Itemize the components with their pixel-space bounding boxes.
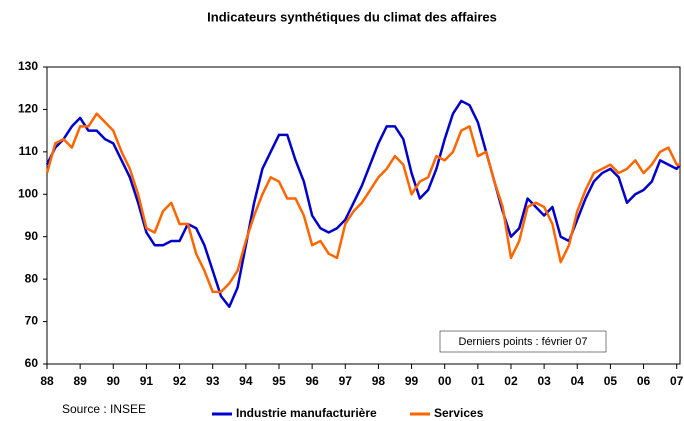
x-tick-label: 92 <box>173 374 187 388</box>
x-tick-label: 06 <box>637 374 651 388</box>
x-tick-label: 05 <box>604 374 618 388</box>
x-tick-label: 89 <box>73 374 87 388</box>
annotation: Derniers points : février 07 <box>459 336 588 348</box>
x-tick-label: 00 <box>438 374 452 388</box>
x-tick-label: 02 <box>504 374 518 388</box>
x-tick-label: 07 <box>670 374 684 388</box>
y-tick-label: 80 <box>25 271 39 285</box>
x-tick-label: 03 <box>537 374 551 388</box>
annotation-box <box>439 330 607 353</box>
x-tick-label: 94 <box>239 374 253 388</box>
x-tick-label: 99 <box>405 374 419 388</box>
legend-label: Industrie manufacturière <box>236 406 377 420</box>
plot-frame <box>46 66 681 365</box>
y-tick-label: 110 <box>19 144 39 158</box>
x-tick-label: 88 <box>40 374 54 388</box>
y-tick-label: 90 <box>25 229 39 243</box>
x-tick-label: 93 <box>206 374 220 388</box>
source: Source : INSEE <box>62 402 146 416</box>
x-tick-label: 96 <box>305 374 319 388</box>
series-line <box>45 112 680 294</box>
x-tick-label: 01 <box>471 374 485 388</box>
x-tick-label: 95 <box>272 374 286 388</box>
x-tick-label: 91 <box>140 374 154 388</box>
x-tick-label: 98 <box>372 374 386 388</box>
x-tick-label: 90 <box>107 374 121 388</box>
x-tick-label: 04 <box>571 374 585 388</box>
series-line <box>45 99 681 308</box>
y-tick-label: 100 <box>18 186 38 200</box>
x-tick-label: 97 <box>339 374 353 388</box>
legend-label: Services <box>434 406 484 420</box>
y-tick-label: 70 <box>25 314 39 328</box>
y-tick-label: 60 <box>25 356 39 370</box>
chart-title: Indicateurs synthétiques du climat des a… <box>207 9 497 24</box>
y-tick-label: 120 <box>18 102 38 116</box>
y-tick-label: 130 <box>18 59 38 73</box>
